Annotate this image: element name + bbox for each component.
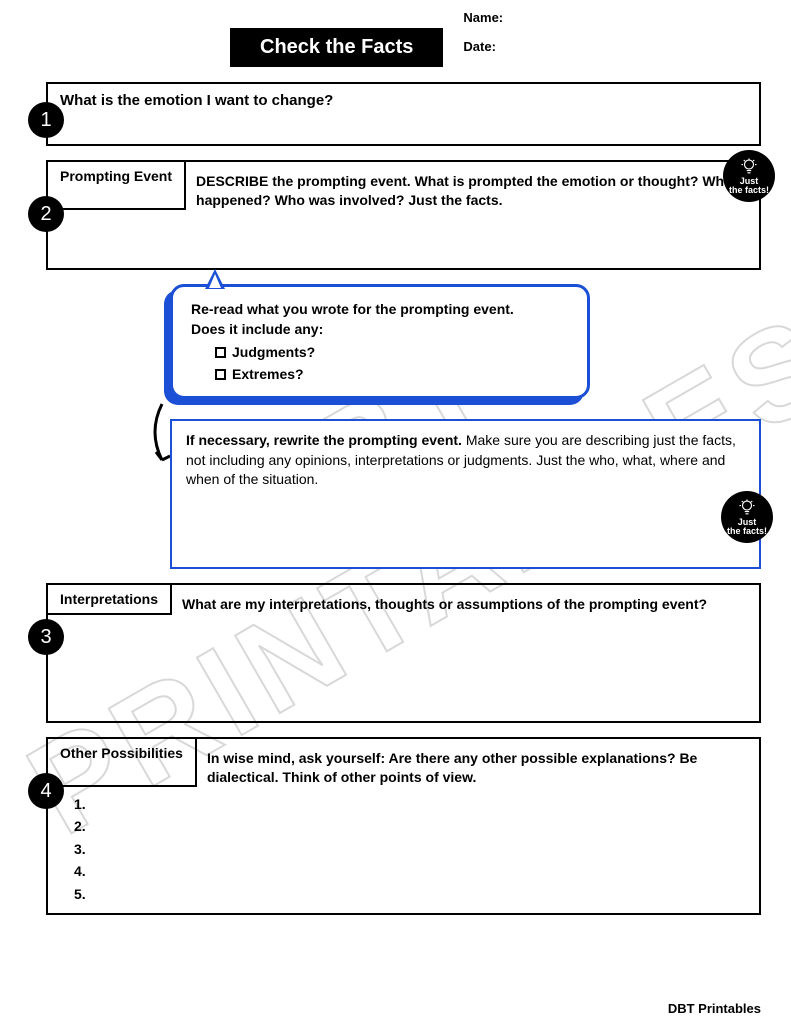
number-badge-4: 4 — [28, 773, 64, 809]
number-badge-3: 3 — [28, 619, 64, 655]
callout-line2: Does it include any: — [191, 319, 569, 339]
date-label: Date: — [463, 39, 503, 54]
possibilities-list: 1. 2. 3. 4. 5. — [74, 793, 747, 905]
check-label-2: Extremes? — [232, 366, 304, 382]
header: Check the Facts Name: Date: — [230, 10, 761, 68]
footer-credit: DBT Printables — [668, 1001, 761, 1016]
section-2-tab: Prompting Event — [48, 162, 186, 210]
number-badge-1: 1 — [28, 102, 64, 138]
list-item: 5. — [74, 883, 747, 905]
list-item: 1. — [74, 793, 747, 815]
section-1: 1 What is the emotion I want to change? — [46, 82, 761, 146]
section-4-prompt: In wise mind, ask yourself: Are there an… — [197, 747, 747, 787]
list-item: 3. — [74, 838, 747, 860]
section-2: 2 Prompting Event DESCRIBE the prompting… — [46, 160, 761, 270]
section-3-tab: Interpretations — [48, 585, 172, 615]
checkbox-extremes[interactable] — [215, 369, 226, 380]
section-2-prompt: DESCRIBE the prompting event. What is pr… — [186, 170, 747, 210]
number-badge-2: 2 — [28, 196, 64, 232]
check-label-1: Judgments? — [232, 344, 315, 360]
list-item: 2. — [74, 815, 747, 837]
just-facts-badge-2: Justthe facts! — [721, 491, 773, 543]
lightbulb-icon — [740, 157, 758, 175]
section-1-question: What is the emotion I want to change? — [60, 92, 747, 109]
section-3-prompt: What are my interpretations, thoughts or… — [172, 593, 747, 615]
name-label: Name: — [463, 10, 503, 25]
reread-callout: Re-read what you wrote for the prompting… — [170, 284, 590, 399]
checkbox-judgments[interactable] — [215, 347, 226, 358]
page-title: Check the Facts — [230, 28, 443, 67]
callout-line1: Re-read what you wrote for the prompting… — [191, 299, 569, 319]
section-3: 3 Interpretations What are my interpreta… — [46, 583, 761, 723]
section-4-tab: Other Possibilities — [48, 739, 197, 787]
rewrite-bold: If necessary, rewrite the prompting even… — [186, 432, 462, 448]
callout-wrap: Re-read what you wrote for the prompting… — [170, 284, 761, 569]
just-facts-badge: Justthe facts! — [723, 150, 775, 202]
rewrite-box: If necessary, rewrite the prompting even… — [170, 419, 761, 569]
section-4: 4 Other Possibilities In wise mind, ask … — [46, 737, 761, 915]
list-item: 4. — [74, 860, 747, 882]
lightbulb-icon — [738, 498, 756, 516]
